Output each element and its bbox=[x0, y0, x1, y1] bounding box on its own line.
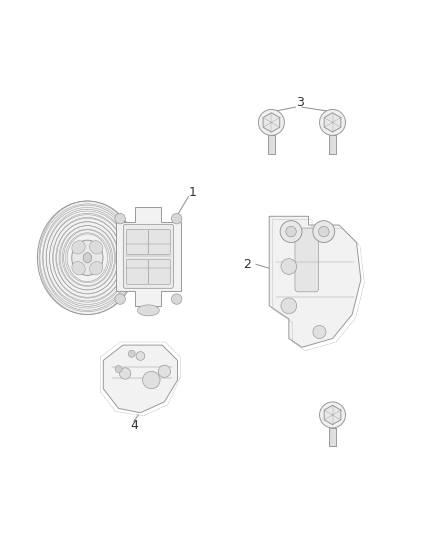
Text: 3: 3 bbox=[296, 96, 304, 109]
Polygon shape bbox=[269, 216, 361, 348]
Circle shape bbox=[320, 402, 346, 428]
FancyBboxPatch shape bbox=[295, 228, 318, 292]
Polygon shape bbox=[324, 405, 341, 425]
Circle shape bbox=[318, 227, 329, 237]
Circle shape bbox=[313, 326, 326, 338]
Circle shape bbox=[143, 372, 160, 389]
Ellipse shape bbox=[89, 262, 103, 275]
FancyBboxPatch shape bbox=[329, 428, 336, 446]
Circle shape bbox=[115, 366, 122, 373]
FancyBboxPatch shape bbox=[124, 224, 173, 288]
Ellipse shape bbox=[72, 240, 103, 276]
Circle shape bbox=[258, 109, 284, 135]
Polygon shape bbox=[103, 345, 177, 413]
Circle shape bbox=[115, 294, 125, 304]
FancyBboxPatch shape bbox=[148, 259, 170, 285]
FancyBboxPatch shape bbox=[329, 135, 336, 154]
FancyBboxPatch shape bbox=[127, 259, 148, 285]
Circle shape bbox=[115, 213, 125, 224]
Ellipse shape bbox=[89, 241, 103, 254]
Polygon shape bbox=[116, 207, 181, 306]
Circle shape bbox=[313, 221, 335, 243]
Ellipse shape bbox=[72, 241, 85, 254]
FancyBboxPatch shape bbox=[268, 135, 275, 154]
FancyBboxPatch shape bbox=[148, 229, 170, 255]
Circle shape bbox=[280, 221, 302, 243]
Circle shape bbox=[320, 109, 346, 135]
Circle shape bbox=[171, 294, 182, 304]
Circle shape bbox=[281, 259, 297, 274]
Ellipse shape bbox=[138, 305, 159, 316]
Circle shape bbox=[171, 213, 182, 224]
Text: 1: 1 bbox=[189, 186, 197, 199]
Text: 2: 2 bbox=[244, 258, 251, 271]
Circle shape bbox=[120, 368, 131, 379]
Text: 3: 3 bbox=[318, 408, 325, 422]
Circle shape bbox=[128, 350, 135, 357]
Ellipse shape bbox=[83, 253, 92, 263]
Ellipse shape bbox=[72, 262, 85, 275]
FancyBboxPatch shape bbox=[127, 229, 148, 255]
Circle shape bbox=[281, 298, 297, 313]
Circle shape bbox=[136, 352, 145, 360]
Circle shape bbox=[286, 227, 296, 237]
Circle shape bbox=[158, 365, 170, 377]
Text: 4: 4 bbox=[130, 419, 138, 432]
Ellipse shape bbox=[37, 201, 137, 314]
Polygon shape bbox=[263, 113, 280, 132]
Polygon shape bbox=[324, 113, 341, 132]
